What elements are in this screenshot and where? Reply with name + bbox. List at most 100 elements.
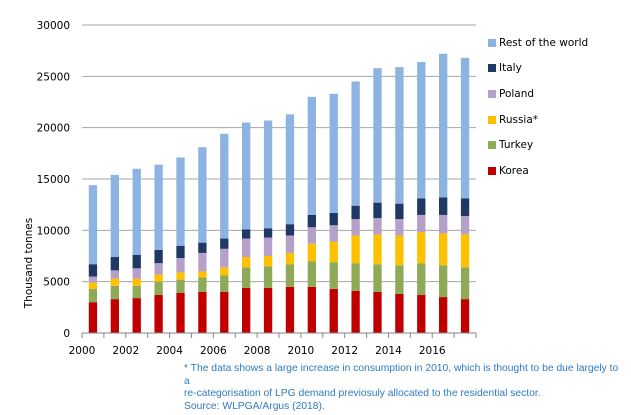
bar-italy-2014 — [395, 203, 404, 220]
bar-italy-2017 — [460, 198, 470, 216]
x-tick-labels: 2000 2002 2004 2006 2008 2010 2012 2014 2016 — [69, 345, 446, 357]
bar-korea-2002 — [132, 298, 141, 333]
bar-italy-2008 — [263, 228, 273, 238]
y-axis-title: Thousand tonnes — [23, 218, 35, 310]
bar-italy-2000 — [88, 264, 98, 277]
bar-italy-2013 — [373, 202, 382, 219]
bar-turkey-2016 — [439, 265, 448, 298]
bar-russia-2001 — [110, 278, 119, 286]
bar-poland-2004 — [176, 258, 185, 273]
x-tick-label: 2008 — [244, 345, 271, 357]
gridlines — [82, 24, 476, 283]
bar-poland-2016 — [439, 214, 448, 234]
legend-item-turkey: Turkey — [488, 132, 588, 158]
bar-russia-2017 — [460, 234, 470, 268]
x-tick-label: 2000 — [69, 345, 96, 357]
legend-label: Russia* — [499, 113, 539, 126]
bar-russia-2000 — [88, 282, 98, 289]
bar-rest-of-the-world-2003 — [154, 164, 163, 250]
bar-turkey-2011 — [329, 262, 338, 289]
bar-turkey-2007 — [242, 267, 251, 288]
x-tick-label: 2006 — [200, 345, 227, 357]
x-tick-label: 2016 — [419, 345, 446, 357]
bar-poland-2005 — [198, 252, 207, 272]
bar-italy-2011 — [329, 212, 338, 226]
bar-russia-2002 — [132, 278, 141, 286]
legend-label: Italy — [499, 62, 522, 75]
bar-italy-2006 — [220, 238, 229, 249]
footnote-source: Source: WLPGA/Argus (2018). — [184, 400, 325, 412]
axes — [81, 332, 477, 338]
bar-korea-2012 — [351, 290, 360, 333]
bar-poland-2002 — [132, 268, 141, 279]
bar-turkey-2017 — [460, 267, 470, 300]
legend-item-rest-of-world: Rest of the world — [488, 30, 588, 56]
bar-russia-2004 — [176, 272, 185, 280]
y-tick-label: 15000 — [37, 174, 70, 186]
bar-korea-2003 — [154, 295, 163, 333]
bar-korea-2014 — [395, 293, 404, 333]
legend-item-italy: Italy — [488, 56, 588, 82]
bar-russia-2005 — [198, 271, 207, 278]
bar-poland-2001 — [110, 270, 119, 279]
y-tick-labels: 0 5000 10000 15000 20000 25000 30000 — [37, 20, 70, 340]
bar-turkey-2013 — [373, 264, 382, 292]
footnote-line-2: re-categorisation of LPG demand previosu… — [184, 388, 541, 400]
bar-russia-2014 — [395, 235, 404, 266]
bar-korea-2001 — [110, 299, 119, 333]
bar-korea-2004 — [176, 292, 185, 333]
bar-rest-of-the-world-2012 — [351, 81, 360, 206]
bar-russia-2016 — [439, 233, 448, 266]
x-tick-label: 2012 — [331, 345, 358, 357]
bar-russia-2007 — [242, 257, 251, 268]
bar-russia-2012 — [351, 235, 360, 264]
bar-korea-2016 — [439, 297, 448, 333]
bar-turkey-2004 — [176, 279, 185, 293]
bar-rest-of-the-world-2000 — [88, 185, 98, 265]
bar-italy-2007 — [242, 229, 251, 239]
y-tick-label: 20000 — [37, 123, 70, 135]
bar-korea-2008 — [263, 287, 273, 333]
bar-korea-2006 — [220, 291, 229, 333]
x-tick-label: 2002 — [112, 345, 139, 357]
bar-italy-2003 — [154, 249, 163, 264]
legend-swatch — [488, 166, 496, 175]
bar-turkey-2009 — [285, 264, 295, 287]
bar-russia-2010 — [307, 243, 316, 262]
bar-korea-2010 — [307, 286, 316, 333]
bar-poland-2009 — [285, 235, 295, 253]
legend-swatch — [488, 115, 496, 124]
bar-russia-2013 — [373, 234, 382, 265]
bar-italy-2001 — [110, 257, 119, 271]
footnote: * The data shows a large increase in con… — [184, 363, 624, 413]
bar-turkey-2014 — [395, 265, 404, 294]
bar-rest-of-the-world-2014 — [395, 67, 404, 204]
bar-russia-2008 — [263, 256, 273, 267]
legend-swatch — [488, 141, 496, 150]
bar-poland-2017 — [460, 215, 470, 235]
bar-rest-of-the-world-2016 — [439, 53, 448, 198]
bar-korea-2007 — [242, 287, 251, 333]
bar-rest-of-the-world-2004 — [176, 157, 185, 246]
legend-item-korea: Korea — [488, 158, 588, 184]
bar-korea-2009 — [285, 286, 295, 333]
bar-turkey-2015 — [417, 263, 426, 296]
bar-turkey-2010 — [307, 261, 316, 287]
bar-rest-of-the-world-2005 — [198, 147, 207, 243]
bar-poland-2011 — [329, 225, 338, 242]
bar-russia-2003 — [154, 274, 163, 282]
bar-russia-2011 — [329, 241, 338, 263]
y-tick-label: 0 — [63, 328, 70, 340]
bar-turkey-2005 — [198, 277, 207, 292]
y-tick-label: 5000 — [43, 277, 70, 289]
bar-turkey-2006 — [220, 275, 229, 292]
y-tick-label: 30000 — [37, 20, 70, 32]
bar-rest-of-the-world-2013 — [373, 68, 382, 203]
bar-poland-2006 — [220, 248, 229, 268]
bar-russia-2009 — [285, 252, 295, 265]
bar-korea-2000 — [88, 302, 98, 333]
bar-turkey-2003 — [154, 281, 163, 296]
legend-label: Poland — [499, 87, 535, 100]
legend-label: Korea — [499, 164, 529, 177]
bar-korea-2015 — [417, 295, 426, 333]
